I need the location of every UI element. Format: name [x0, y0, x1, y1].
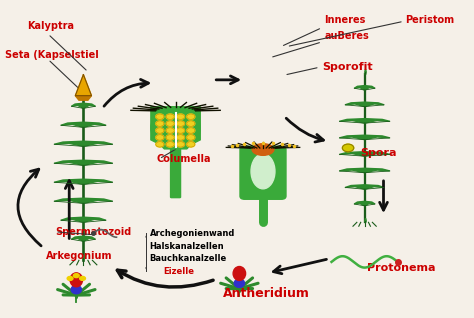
Polygon shape [83, 236, 95, 241]
Ellipse shape [187, 135, 195, 140]
Text: Spermatozoid: Spermatozoid [55, 227, 131, 237]
Polygon shape [246, 151, 263, 196]
Polygon shape [61, 217, 83, 222]
Polygon shape [83, 141, 113, 146]
Text: Inneres: Inneres [324, 15, 366, 25]
Text: Seta (Kapselstiel: Seta (Kapselstiel [5, 50, 99, 59]
Text: Protonema: Protonema [367, 263, 436, 273]
Ellipse shape [187, 142, 195, 147]
Text: Spora: Spora [360, 148, 396, 158]
Ellipse shape [166, 128, 174, 133]
Polygon shape [75, 75, 91, 96]
Polygon shape [83, 179, 113, 184]
Text: Sporofit: Sporofit [322, 62, 373, 72]
Polygon shape [83, 103, 95, 108]
Polygon shape [345, 185, 365, 189]
Ellipse shape [176, 121, 184, 126]
Polygon shape [365, 119, 390, 123]
Text: Eizelle: Eizelle [164, 267, 195, 276]
Circle shape [80, 276, 85, 280]
Polygon shape [345, 102, 365, 107]
Ellipse shape [151, 107, 200, 149]
Polygon shape [354, 86, 365, 90]
Polygon shape [263, 151, 281, 196]
Ellipse shape [71, 285, 82, 294]
Polygon shape [61, 122, 83, 127]
Polygon shape [365, 201, 375, 206]
Polygon shape [365, 168, 390, 173]
Circle shape [342, 144, 354, 152]
Polygon shape [54, 141, 83, 146]
Ellipse shape [187, 128, 195, 133]
Circle shape [73, 274, 79, 278]
Polygon shape [72, 103, 83, 108]
Polygon shape [339, 168, 365, 173]
Text: Archegonienwand: Archegonienwand [150, 229, 235, 238]
Ellipse shape [166, 121, 174, 126]
Polygon shape [72, 236, 83, 241]
Text: Antheridium: Antheridium [223, 287, 310, 300]
Ellipse shape [233, 266, 246, 280]
Ellipse shape [166, 135, 174, 140]
Ellipse shape [187, 114, 195, 119]
Ellipse shape [176, 114, 184, 119]
Ellipse shape [187, 121, 195, 126]
Polygon shape [339, 119, 365, 123]
Polygon shape [83, 160, 113, 165]
Polygon shape [54, 179, 83, 184]
Ellipse shape [176, 142, 184, 147]
Polygon shape [83, 217, 106, 222]
Polygon shape [365, 185, 384, 189]
Text: Bauchkanalzelle: Bauchkanalzelle [150, 254, 227, 263]
Polygon shape [365, 152, 390, 156]
Text: Columella: Columella [156, 154, 211, 164]
Polygon shape [365, 102, 384, 107]
Text: Peristom: Peristom [405, 15, 454, 25]
Ellipse shape [234, 279, 245, 287]
Ellipse shape [156, 121, 164, 126]
Polygon shape [354, 201, 365, 206]
Ellipse shape [156, 114, 164, 119]
FancyBboxPatch shape [171, 148, 181, 197]
Ellipse shape [251, 154, 275, 189]
Polygon shape [83, 122, 106, 127]
Ellipse shape [248, 146, 278, 153]
Text: Arkegonium: Arkegonium [46, 251, 112, 260]
Ellipse shape [156, 142, 164, 147]
Polygon shape [83, 198, 113, 203]
Ellipse shape [252, 144, 274, 155]
Polygon shape [339, 152, 365, 156]
Ellipse shape [166, 114, 174, 119]
Text: Kalyptra: Kalyptra [27, 21, 73, 31]
Ellipse shape [176, 135, 184, 140]
Polygon shape [151, 107, 200, 149]
Circle shape [67, 276, 73, 280]
Ellipse shape [166, 142, 174, 147]
Polygon shape [75, 96, 91, 100]
Text: auBeres: auBeres [324, 31, 369, 40]
Polygon shape [54, 160, 83, 165]
Ellipse shape [156, 135, 164, 140]
FancyBboxPatch shape [240, 146, 286, 199]
Polygon shape [365, 135, 390, 140]
Ellipse shape [156, 128, 164, 133]
Polygon shape [54, 198, 83, 203]
Text: Halskanalzellen: Halskanalzellen [150, 242, 224, 251]
Polygon shape [339, 135, 365, 140]
Ellipse shape [176, 128, 184, 133]
Polygon shape [365, 86, 375, 90]
Ellipse shape [70, 273, 82, 287]
